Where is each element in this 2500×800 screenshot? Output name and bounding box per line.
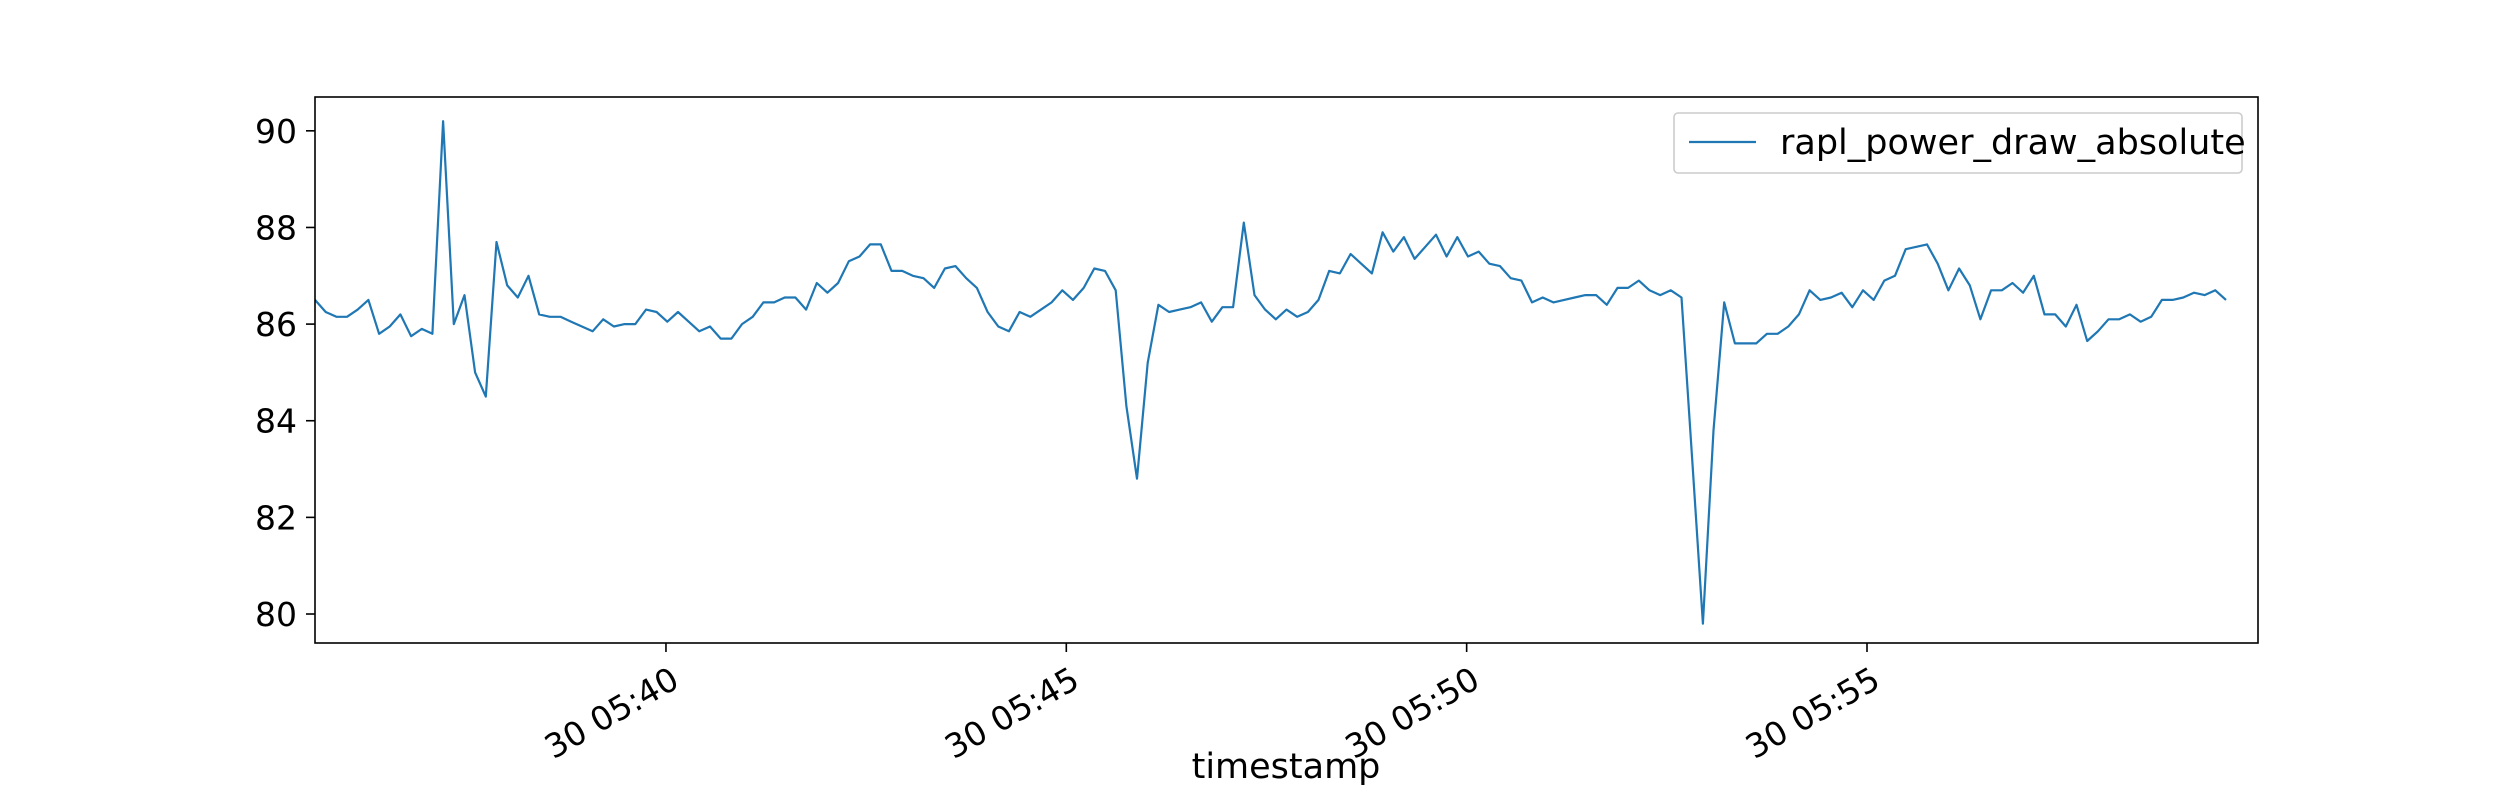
y-tick-label: 86 [255,305,297,344]
y-axis: 80 82 84 86 88 90 [255,112,315,634]
x-axis-title: timestamp [1192,747,1381,787]
y-tick-label: 80 [255,595,297,634]
y-tick-label: 84 [255,402,297,441]
y-tick-label: 88 [255,208,297,247]
y-tick-label: 90 [255,112,297,151]
legend-label: rapl_power_draw_absolute [1780,123,2246,163]
legend-box [1673,112,2243,174]
y-tick-label: 82 [255,498,297,537]
series-line [314,120,2227,625]
plot-area [314,120,2227,625]
legend: rapl_power_draw_absolute [1673,112,2246,174]
plot-frame [314,96,2259,644]
